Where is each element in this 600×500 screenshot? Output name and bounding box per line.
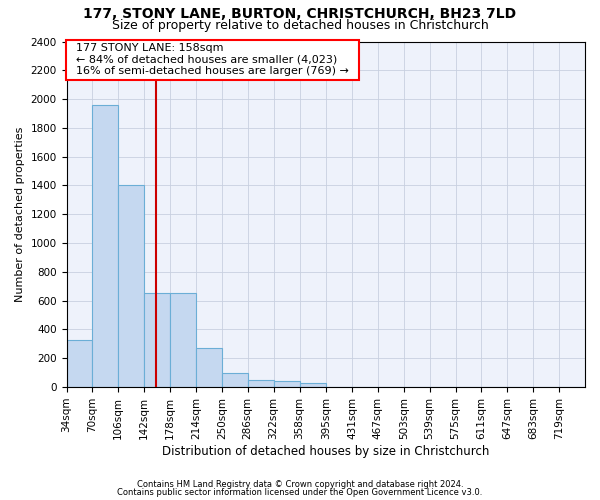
Y-axis label: Number of detached properties: Number of detached properties — [15, 126, 25, 302]
Text: 177 STONY LANE: 158sqm
  ← 84% of detached houses are smaller (4,023)
  16% of s: 177 STONY LANE: 158sqm ← 84% of detached… — [69, 43, 356, 76]
Bar — [67, 340, 92, 387]
Bar — [118, 186, 144, 387]
Bar — [248, 380, 274, 387]
Text: Contains public sector information licensed under the Open Government Licence v3: Contains public sector information licen… — [118, 488, 482, 497]
Bar — [274, 382, 299, 387]
Text: 177, STONY LANE, BURTON, CHRISTCHURCH, BH23 7LD: 177, STONY LANE, BURTON, CHRISTCHURCH, B… — [83, 8, 517, 22]
Bar — [299, 384, 326, 387]
Text: Contains HM Land Registry data © Crown copyright and database right 2024.: Contains HM Land Registry data © Crown c… — [137, 480, 463, 489]
X-axis label: Distribution of detached houses by size in Christchurch: Distribution of detached houses by size … — [162, 444, 490, 458]
Text: Size of property relative to detached houses in Christchurch: Size of property relative to detached ho… — [112, 19, 488, 32]
Bar — [170, 294, 196, 387]
Bar — [92, 105, 118, 387]
Bar — [144, 294, 170, 387]
Bar — [196, 348, 222, 387]
Bar — [222, 372, 248, 387]
